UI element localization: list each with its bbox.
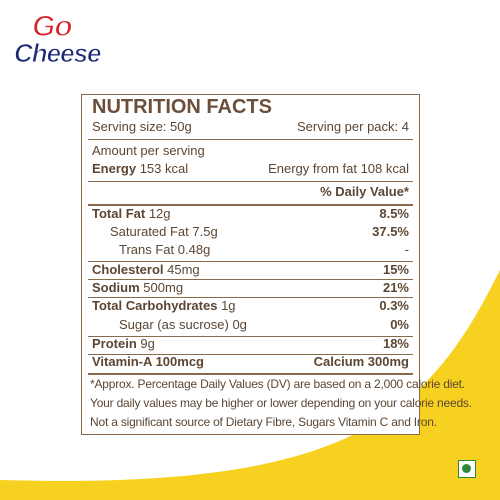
nutrient-dv: 37.5% [372, 224, 409, 239]
nutrient-label: Sugar (as sucrose) [119, 317, 229, 332]
nutrient-dv: 15% [382, 262, 409, 277]
serving-size: Serving size: 50g [92, 119, 192, 134]
nutrient-dv: 18% [382, 336, 409, 351]
vitamin-a: Vitamin-A 100mcg [92, 354, 204, 369]
energy-row: Energy 153 kcal Energy from fat 108 kcal [92, 160, 409, 178]
nutrient-amount: 7.5g [192, 224, 218, 239]
nutrient-label: Cholesterol [92, 262, 164, 277]
energy-label: Energy [92, 161, 137, 176]
vitamin-row: Vitamin-A 100mcg Calcium 300mg [92, 353, 409, 371]
nutrient-amount: 45mg [167, 262, 200, 277]
nutrient-dv: 21% [382, 280, 409, 295]
divider [88, 139, 413, 140]
nutrient-row: Sugar (as sucrose) 0g 0% [92, 316, 409, 334]
nutrient-dv: - [404, 242, 409, 257]
nutrient-dv: 0% [390, 317, 409, 332]
nutrient-label: Saturated Fat [110, 224, 189, 239]
nutrient-row: Total Carbohydrates 1g 0.3% [92, 297, 409, 315]
nutrient-row: Saturated Fat 7.5g 37.5% [92, 223, 409, 241]
nutrient-label: Total Carbohydrates [92, 298, 218, 313]
nutrient-amount: 9g [140, 336, 155, 351]
energy-from-fat: Energy from fat 108 kcal [268, 161, 409, 176]
divider [88, 336, 413, 337]
nutrient-label: Trans Fat [119, 242, 175, 257]
nutrient-amount: 12g [148, 206, 171, 221]
logo-go-text: Go [31, 9, 73, 44]
nutrition-title: NUTRITION FACTS [92, 96, 272, 118]
nutrient-row: Protein 9g 18% [92, 335, 409, 353]
nutrient-label: Total Fat [92, 206, 146, 221]
nutrient-label: Protein [92, 336, 137, 351]
divider [88, 354, 413, 355]
nutrient-amount: 0g [232, 317, 247, 332]
nutrient-label: Sodium [92, 280, 140, 295]
divider [88, 261, 413, 262]
go-cheese-logo: Go Cheese [14, 9, 118, 80]
divider-thick [88, 204, 413, 206]
nutrition-facts-panel: NUTRITION FACTS Serving size: 50g Servin… [81, 94, 472, 435]
calcium: Calcium 300mg [313, 354, 409, 369]
nutrient-dv: 0.3% [379, 298, 409, 313]
nutrient-dv: 8.5% [379, 206, 409, 221]
divider [88, 297, 413, 298]
nutrient-row: Trans Fat 0.48g - [92, 241, 409, 259]
nutrient-amount: 500mg [143, 280, 184, 295]
footnote-line: Your daily values may be higher or lower… [90, 396, 472, 410]
divider-thick [88, 373, 413, 375]
nutrient-row: Cholesterol 45mg 15% [92, 261, 409, 279]
nutrient-amount: 1g [221, 298, 236, 313]
amount-per-serving: Amount per serving [92, 143, 205, 158]
logo-cheese-text: Cheese [14, 38, 102, 69]
nutrient-amount: 0.48g [177, 242, 211, 257]
nutrient-row: Sodium 500mg 21% [92, 279, 409, 297]
nutrient-row: Total Fat 12g 8.5% [92, 205, 409, 223]
dv-header: % Daily Value* [320, 184, 409, 199]
energy-value: 153 kcal [139, 161, 189, 176]
serving-per-pack: Serving per pack: 4 [296, 119, 409, 134]
serving-row: Serving size: 50g Serving per pack: 4 [92, 118, 409, 136]
veg-mark-icon [458, 460, 476, 478]
divider [88, 181, 413, 182]
dv-header-row: % Daily Value* [92, 183, 409, 201]
amount-per-serving-row: Amount per serving [92, 142, 409, 160]
footnote-line: Not a significant source of Dietary Fibr… [90, 415, 437, 429]
divider [88, 279, 413, 280]
footnote-line: *Approx. Percentage Daily Values (DV) ar… [90, 377, 465, 391]
